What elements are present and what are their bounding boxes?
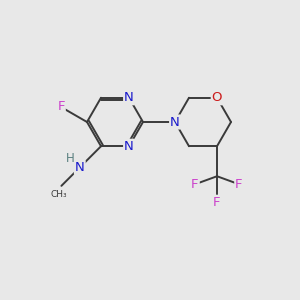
Text: F: F [191,178,199,191]
Text: H: H [65,152,74,165]
Text: N: N [124,91,134,104]
Text: O: O [212,91,222,104]
Text: N: N [124,140,134,153]
Text: F: F [213,196,221,209]
Text: F: F [57,100,65,113]
Text: N: N [75,161,85,174]
Text: N: N [170,116,180,128]
Text: CH₃: CH₃ [50,190,67,199]
Text: F: F [235,178,243,191]
